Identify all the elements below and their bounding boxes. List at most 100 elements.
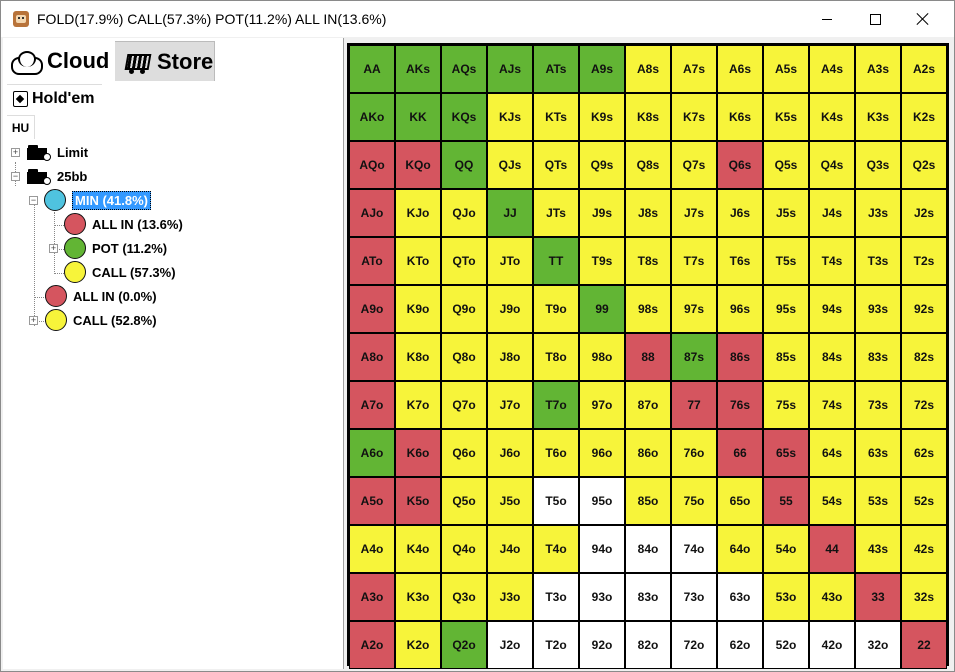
- hand-cell[interactable]: 72s: [901, 381, 947, 429]
- hand-cell[interactable]: 86o: [625, 429, 671, 477]
- hand-cell[interactable]: Q9s: [579, 141, 625, 189]
- hand-cell[interactable]: J9s: [579, 189, 625, 237]
- hand-cell[interactable]: K9o: [395, 285, 441, 333]
- collapse-icon[interactable]: −: [11, 171, 20, 181]
- hand-cell[interactable]: T7o: [533, 381, 579, 429]
- hand-cell[interactable]: 62o: [717, 621, 763, 669]
- hand-cell[interactable]: K9s: [579, 93, 625, 141]
- hand-cell[interactable]: 74o: [671, 525, 717, 573]
- hand-cell[interactable]: 43s: [855, 525, 901, 573]
- hand-cell[interactable]: 43o: [809, 573, 855, 621]
- hand-cell[interactable]: K3s: [855, 93, 901, 141]
- hand-cell[interactable]: 32s: [901, 573, 947, 621]
- hand-cell[interactable]: Q6s: [717, 141, 763, 189]
- hand-cell[interactable]: 97o: [579, 381, 625, 429]
- hand-cell[interactable]: T3o: [533, 573, 579, 621]
- hand-cell[interactable]: 83o: [625, 573, 671, 621]
- hand-cell[interactable]: Q2o: [441, 621, 487, 669]
- hand-cell[interactable]: Q3s: [855, 141, 901, 189]
- hand-cell[interactable]: 96o: [579, 429, 625, 477]
- hand-cell[interactable]: K2s: [901, 93, 947, 141]
- hand-cell[interactable]: J4s: [809, 189, 855, 237]
- hand-cell[interactable]: KQo: [395, 141, 441, 189]
- hand-cell[interactable]: T5o: [533, 477, 579, 525]
- hand-cell[interactable]: 93o: [579, 573, 625, 621]
- hand-cell[interactable]: 85o: [625, 477, 671, 525]
- hand-cell[interactable]: 94s: [809, 285, 855, 333]
- hand-cell[interactable]: QQ: [441, 141, 487, 189]
- hand-cell[interactable]: 86s: [717, 333, 763, 381]
- hand-cell[interactable]: T2o: [533, 621, 579, 669]
- expand-icon[interactable]: +: [11, 147, 20, 157]
- hand-cell[interactable]: K7s: [671, 93, 717, 141]
- hand-cell[interactable]: 95o: [579, 477, 625, 525]
- hand-cell[interactable]: TT: [533, 237, 579, 285]
- hand-cell[interactable]: Q7s: [671, 141, 717, 189]
- hand-cell[interactable]: AKs: [395, 45, 441, 93]
- hand-cell[interactable]: AQo: [349, 141, 395, 189]
- hand-cell[interactable]: 54s: [809, 477, 855, 525]
- hand-cell[interactable]: A8s: [625, 45, 671, 93]
- hand-cell[interactable]: 84s: [809, 333, 855, 381]
- hand-cell[interactable]: 72o: [671, 621, 717, 669]
- hand-cell[interactable]: T8s: [625, 237, 671, 285]
- hand-cell[interactable]: 44: [809, 525, 855, 573]
- hand-cell[interactable]: K5o: [395, 477, 441, 525]
- hand-cell[interactable]: A5o: [349, 477, 395, 525]
- hand-cell[interactable]: T4s: [809, 237, 855, 285]
- hand-cell[interactable]: J3o: [487, 573, 533, 621]
- hand-cell[interactable]: KJs: [487, 93, 533, 141]
- hand-cell[interactable]: K8s: [625, 93, 671, 141]
- hand-cell[interactable]: QJs: [487, 141, 533, 189]
- hand-cell[interactable]: 92s: [901, 285, 947, 333]
- collapse-icon[interactable]: −: [29, 195, 38, 205]
- hand-cell[interactable]: 98o: [579, 333, 625, 381]
- hand-cell[interactable]: Q8o: [441, 333, 487, 381]
- hand-cell[interactable]: 99: [579, 285, 625, 333]
- hand-cell[interactable]: 83s: [855, 333, 901, 381]
- hand-cell[interactable]: A7o: [349, 381, 395, 429]
- hand-cell[interactable]: T8o: [533, 333, 579, 381]
- hand-cell[interactable]: T5s: [763, 237, 809, 285]
- hand-cell[interactable]: 42s: [901, 525, 947, 573]
- hand-cell[interactable]: 63s: [855, 429, 901, 477]
- hand-cell[interactable]: 85s: [763, 333, 809, 381]
- hand-cell[interactable]: 76o: [671, 429, 717, 477]
- hand-cell[interactable]: AJs: [487, 45, 533, 93]
- hand-cell[interactable]: K6s: [717, 93, 763, 141]
- hand-cell[interactable]: K4s: [809, 93, 855, 141]
- hand-cell[interactable]: J6s: [717, 189, 763, 237]
- hand-cell[interactable]: J7o: [487, 381, 533, 429]
- hand-cell[interactable]: K6o: [395, 429, 441, 477]
- tree-item-25bb[interactable]: − 25bb: [11, 167, 87, 185]
- hand-cell[interactable]: A6s: [717, 45, 763, 93]
- close-button[interactable]: [900, 1, 946, 37]
- hand-cell[interactable]: 63o: [717, 573, 763, 621]
- hand-cell[interactable]: ATo: [349, 237, 395, 285]
- hand-cell[interactable]: 76s: [717, 381, 763, 429]
- hand-cell[interactable]: T6o: [533, 429, 579, 477]
- tree-item-limit[interactable]: + Limit: [11, 143, 88, 161]
- hand-cell[interactable]: AJo: [349, 189, 395, 237]
- hand-cell[interactable]: KK: [395, 93, 441, 141]
- hand-cell[interactable]: 97s: [671, 285, 717, 333]
- hand-cell[interactable]: 22: [901, 621, 947, 669]
- hand-cell[interactable]: Q4s: [809, 141, 855, 189]
- hand-cell[interactable]: 84o: [625, 525, 671, 573]
- hand-cell[interactable]: 33: [855, 573, 901, 621]
- hand-cell[interactable]: A4o: [349, 525, 395, 573]
- hand-cell[interactable]: 52s: [901, 477, 947, 525]
- hand-cell[interactable]: AA: [349, 45, 395, 93]
- hand-cell[interactable]: A4s: [809, 45, 855, 93]
- hand-cell[interactable]: T6s: [717, 237, 763, 285]
- tree-item-min[interactable]: − MIN (41.8%): [29, 189, 151, 211]
- hand-cell[interactable]: 62s: [901, 429, 947, 477]
- hand-cell[interactable]: 75o: [671, 477, 717, 525]
- hand-cell[interactable]: 75s: [763, 381, 809, 429]
- hand-cell[interactable]: 52o: [763, 621, 809, 669]
- hand-cell[interactable]: 53s: [855, 477, 901, 525]
- hand-cell[interactable]: 65o: [717, 477, 763, 525]
- store-button[interactable]: Store: [115, 41, 215, 81]
- hand-cell[interactable]: A9o: [349, 285, 395, 333]
- hand-cell[interactable]: T4o: [533, 525, 579, 573]
